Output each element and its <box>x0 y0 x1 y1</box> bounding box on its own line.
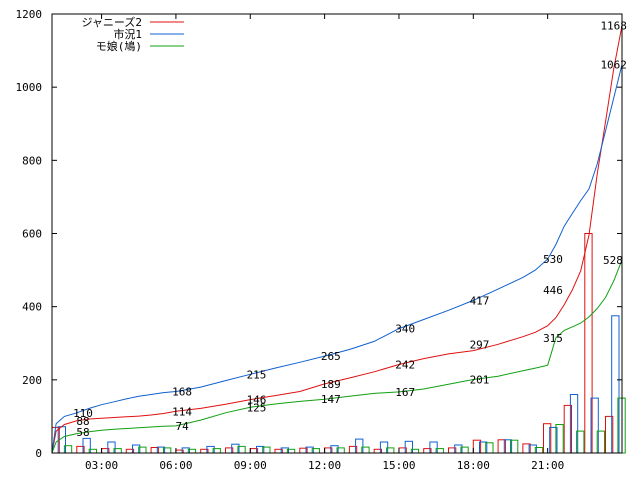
data-label: 114 <box>172 405 192 418</box>
data-label: 242 <box>395 359 415 372</box>
data-label: 147 <box>321 393 341 406</box>
y-axis: 0 200 400 600 800 1000 1200 <box>16 8 622 460</box>
series-line <box>51 25 623 454</box>
data-label: 201 <box>470 374 490 387</box>
series-line <box>51 259 623 454</box>
data-label: 146 <box>247 394 267 407</box>
series-line <box>51 64 623 454</box>
data-label: 1062 <box>600 59 627 72</box>
y-tick-label: 1000 <box>16 81 43 94</box>
x-tick-label: 21:00 <box>531 459 564 472</box>
x-tick-label: 18:00 <box>457 459 490 472</box>
data-label: 125 <box>247 401 267 414</box>
legend-label: ジャニーズ2 <box>81 15 142 29</box>
x-tick-label: 09:00 <box>234 459 267 472</box>
data-label: 446 <box>543 284 563 297</box>
data-label: 315 <box>543 332 563 345</box>
legend-label: モ娘(鳩) <box>96 39 142 53</box>
data-label: 74 <box>175 420 189 433</box>
y-tick-label: 400 <box>22 301 42 314</box>
data-label: 189 <box>321 378 341 391</box>
x-axis: 03:00 06:00 09:00 12:00 15:00 18:00 21:00 <box>85 14 564 472</box>
y-tick-label: 600 <box>22 228 42 241</box>
y-tick-label: 1200 <box>16 8 43 21</box>
x-tick-label: 12:00 <box>308 459 341 472</box>
data-label: 528 <box>603 254 623 267</box>
legend-label: 市況1 <box>113 27 142 41</box>
x-tick-label: 15:00 <box>382 459 415 472</box>
data-label: 340 <box>395 323 415 336</box>
data-label: 58 <box>76 426 89 439</box>
series-lines <box>51 25 623 454</box>
data-label: 530 <box>543 253 563 266</box>
x-tick-label: 06:00 <box>159 459 192 472</box>
data-label: 110 <box>73 407 93 420</box>
data-label: 215 <box>247 368 267 381</box>
y-tick-label: 200 <box>22 374 42 387</box>
data-label: 297 <box>470 338 490 351</box>
data-label: 1168 <box>600 20 627 33</box>
data-label: 167 <box>395 386 415 399</box>
x-tick-label: 03:00 <box>85 459 118 472</box>
data-label: 88 <box>76 415 89 428</box>
y-tick-label: 0 <box>35 447 42 460</box>
data-label: 265 <box>321 350 341 363</box>
y-tick-label: 800 <box>22 154 42 167</box>
data-label: 417 <box>470 294 490 307</box>
data-label: 168 <box>172 386 192 399</box>
